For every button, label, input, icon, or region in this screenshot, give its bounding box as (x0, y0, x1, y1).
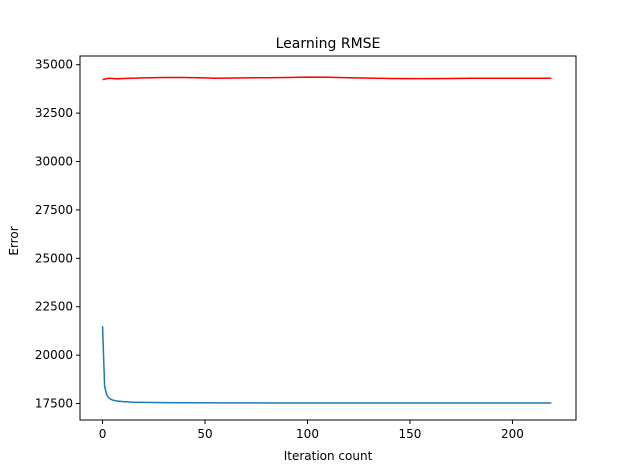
x-axis-label: Iteration count (284, 449, 373, 463)
tick-layer: 0 50 100 150 200 17500 20000 22500 25000 27500 300… (35, 58, 524, 441)
x-tick-label-4: 200 (501, 427, 524, 441)
series-layer (101, 76, 552, 404)
x-tick-label-3: 150 (399, 427, 422, 441)
series-line-1 (101, 326, 552, 404)
y-tick-label-2: 22500 (35, 300, 73, 314)
y-tick-label-5: 30000 (35, 155, 73, 169)
y-tick-label-7: 35000 (35, 58, 73, 72)
plot-frame (79, 55, 577, 421)
x-tick-label-2: 100 (296, 427, 319, 441)
y-tick-label-4: 27500 (35, 203, 73, 217)
x-tick-label-1: 50 (197, 427, 212, 441)
y-tick-label-1: 20000 (35, 348, 73, 362)
x-tick-label-0: 0 (99, 427, 107, 441)
y-tick-label-6: 32500 (35, 106, 73, 120)
y-tick-label-0: 17500 (35, 397, 73, 411)
y-axis-label: Error (7, 226, 21, 255)
y-tick-label-3: 25000 (35, 251, 73, 265)
chart-title: Learning RMSE (276, 36, 381, 52)
series-line-0 (102, 76, 552, 81)
